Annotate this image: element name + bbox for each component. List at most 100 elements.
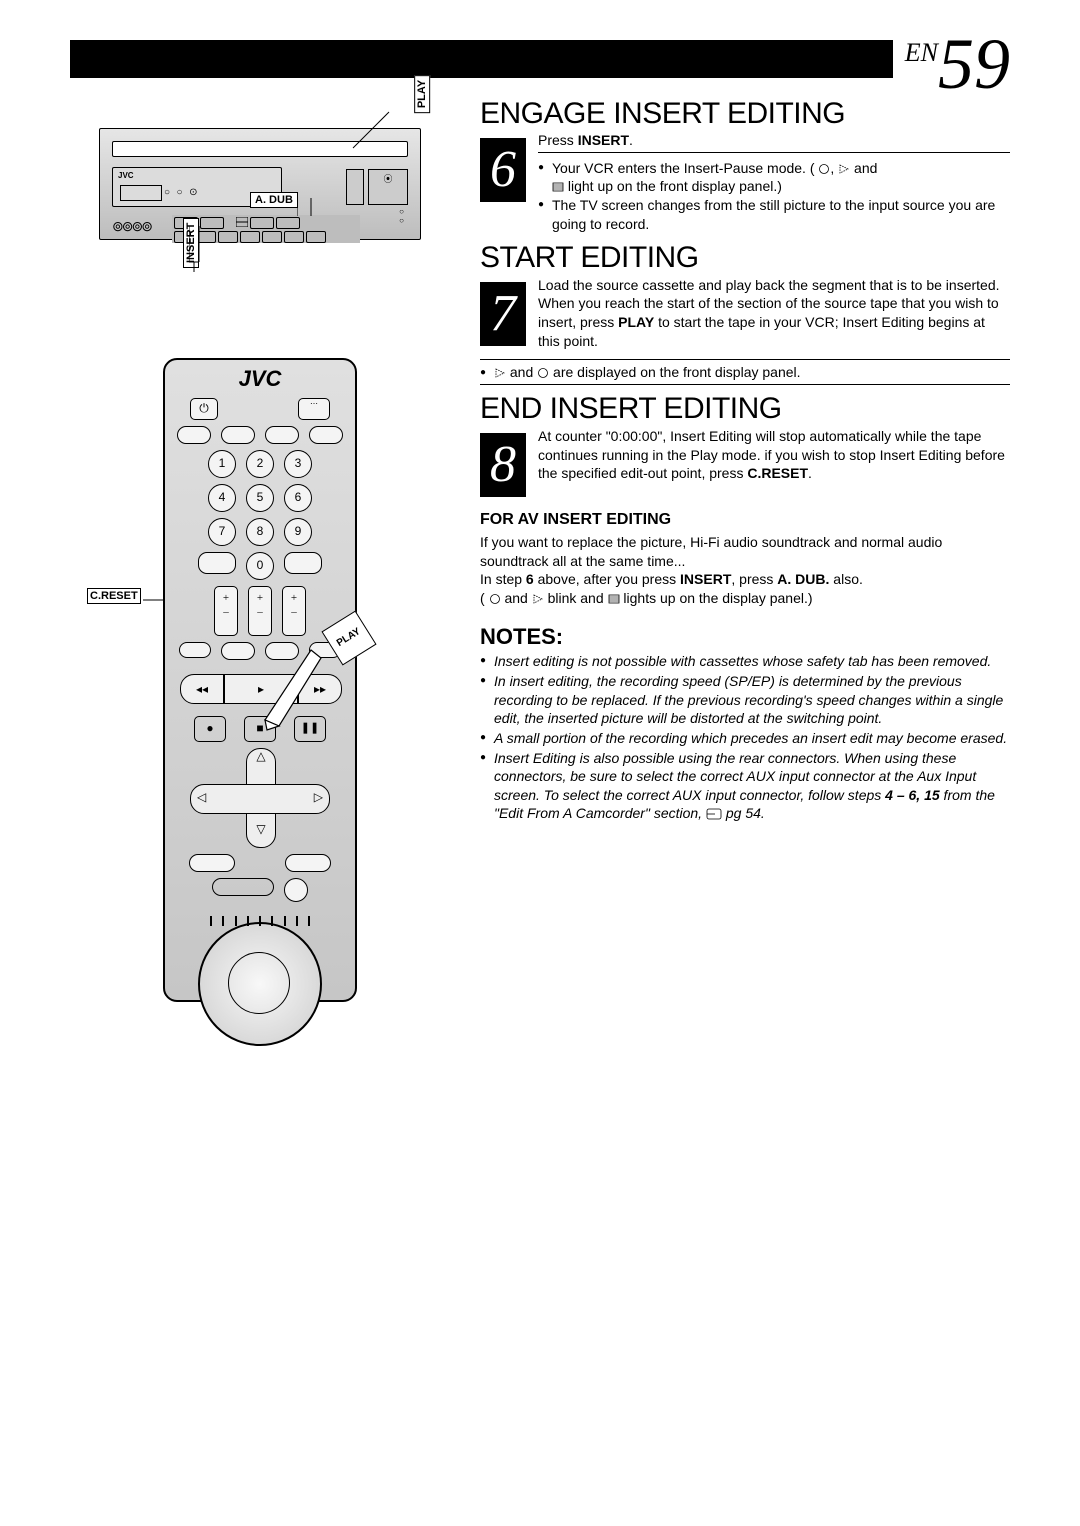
step7-title: START EDITING — [480, 242, 1010, 274]
numkey-4: 4 — [208, 484, 236, 512]
play-keyword: PLAY — [618, 314, 654, 330]
numkey-8: 8 — [246, 518, 274, 546]
rocker-1: +– — [214, 586, 238, 636]
remote-top-row: ⏻ ⋯ — [165, 398, 355, 420]
numkey-7: 7 — [208, 518, 236, 546]
t: and — [850, 160, 877, 176]
step6-bullet2: The TV screen changes from the still pic… — [538, 196, 1010, 234]
step6-body: Press INSERT. Your VCR enters the Insert… — [538, 132, 1010, 235]
vcr-slot-window — [120, 185, 162, 201]
record-circle-icon — [818, 163, 830, 175]
numpad-row-1: 1 2 3 — [165, 450, 355, 478]
t: . — [629, 132, 633, 148]
rewind-button: ◂◂ — [180, 674, 224, 704]
insert-keyword: INSERT — [578, 132, 629, 148]
pill-button — [285, 854, 331, 872]
numkey-0: 0 — [246, 552, 274, 580]
numpad-row-2: 4 5 6 — [165, 484, 355, 512]
page-number: 59 — [938, 24, 1010, 104]
bottom-pill-row — [165, 854, 355, 872]
numkey-5: 5 — [246, 484, 274, 512]
stop-row: ● ■ ❚❚ — [165, 716, 355, 742]
vcr-display-small — [346, 169, 364, 205]
t: INSERT — [680, 571, 731, 587]
t: also. — [829, 571, 862, 587]
t: light up on the front display panel.) — [564, 178, 782, 194]
step8-title: END INSERT EDITING — [480, 393, 1010, 425]
t: blink and — [544, 590, 608, 606]
t: Your VCR enters the Insert-Pause mode. ( — [552, 160, 818, 176]
notes-list: Insert editing is not possible with cass… — [480, 652, 1010, 822]
av-line1: If you want to replace the picture, Hi-F… — [480, 533, 1010, 571]
remote-creset-label: C.RESET — [87, 588, 141, 604]
step8-badge: 8 — [480, 433, 526, 497]
numkey-6: 6 — [284, 484, 312, 512]
page-reference-icon — [706, 808, 722, 820]
remote-body: JVC ⏻ ⋯ 1 2 3 — [163, 358, 357, 1002]
vcr-play-label: PLAY — [414, 75, 430, 113]
t: lights up on the display panel.) — [620, 590, 813, 606]
t: are displayed on the front display panel… — [549, 364, 800, 380]
play-callout-line — [345, 108, 395, 154]
step-7: 7 Load the source cassette and play back… — [480, 276, 1010, 352]
adub-callout-line — [297, 192, 317, 216]
display-button-icon: ⋯ — [298, 398, 330, 420]
record-circle-icon — [489, 593, 501, 605]
t: and — [501, 590, 532, 606]
insert-callout-line — [189, 226, 209, 286]
power-button-icon: ⏻ — [190, 398, 218, 420]
text-column: ENGAGE INSERT EDITING 6 Press INSERT. Yo… — [480, 98, 1010, 1028]
vcr-diagram: JVC ○ ○ ⊙ ⦿ ○○ ⊚⊚⊚⊚ — [95, 108, 425, 278]
header-bar: EN59 — [70, 40, 1010, 78]
numkey-9: 9 — [284, 518, 312, 546]
play-pointer-icon — [263, 650, 323, 735]
note-2: In insert editing, the recording speed (… — [480, 672, 1010, 727]
note-4: Insert Editing is also possible using th… — [480, 749, 1010, 822]
vcr-knob-row: ⊚⊚⊚⊚ — [112, 219, 151, 236]
step6-subhead: Press INSERT. — [538, 132, 1010, 148]
notes-title: NOTES: — [480, 624, 1010, 650]
creset-button — [198, 552, 236, 574]
numpad-row-4: 0 — [165, 552, 355, 580]
play-triangle-icon — [838, 163, 850, 175]
t: , — [830, 160, 838, 176]
cassette-icon — [236, 217, 248, 227]
step7-display-note: and are displayed on the front display p… — [480, 359, 1010, 385]
step6-bullet1: Your VCR enters the Insert-Pause mode. (… — [538, 159, 1010, 197]
rocker-2: +– — [248, 586, 272, 636]
t: and — [506, 364, 537, 380]
note-3: A small portion of the recording which p… — [480, 729, 1010, 747]
vcr-adub-label: A. DUB — [250, 192, 298, 208]
dpad: △ ▽ ◁ ▷ — [190, 748, 330, 848]
diagram-column: JVC ○ ○ ⊙ ⦿ ○○ ⊚⊚⊚⊚ — [70, 98, 450, 1028]
round-button — [284, 878, 308, 902]
step8-body: At counter "0:00:00", Insert Editing wil… — [538, 427, 1010, 484]
numkey-1: 1 — [208, 450, 236, 478]
play-triangle-icon — [494, 367, 506, 379]
pill-button — [189, 854, 235, 872]
pill-button — [221, 426, 255, 444]
jog-ticks — [210, 916, 310, 930]
t: above, after you press — [534, 571, 680, 587]
t: . — [808, 465, 812, 481]
play-triangle-icon — [532, 593, 544, 605]
vcr-side-dots: ○○ — [399, 207, 404, 225]
step-6: 6 Press INSERT. Your VCR enters the Inse… — [480, 132, 1010, 235]
cassette-icon — [608, 593, 620, 605]
av-line3: ( and blink and lights up on the display… — [480, 589, 1010, 608]
t: ( — [480, 590, 489, 606]
pill-button — [309, 426, 343, 444]
step7-body: Load the source cassette and play back t… — [538, 276, 1010, 352]
av-section-title: FOR AV INSERT EDITING — [480, 511, 1010, 529]
rule — [538, 152, 1010, 153]
t: Press — [538, 132, 578, 148]
pill-button — [177, 426, 211, 444]
record-circle-icon — [537, 367, 549, 379]
step7-text: Load the source cassette and play back t… — [538, 276, 1010, 352]
jog-dial — [198, 922, 322, 1046]
page-lang-label: EN — [905, 38, 938, 67]
step6-bullets: Your VCR enters the Insert-Pause mode. (… — [538, 159, 1010, 235]
bottom-circle-row — [165, 878, 355, 902]
t: A. DUB. — [777, 571, 829, 587]
creset-keyword: C.RESET — [747, 465, 808, 481]
